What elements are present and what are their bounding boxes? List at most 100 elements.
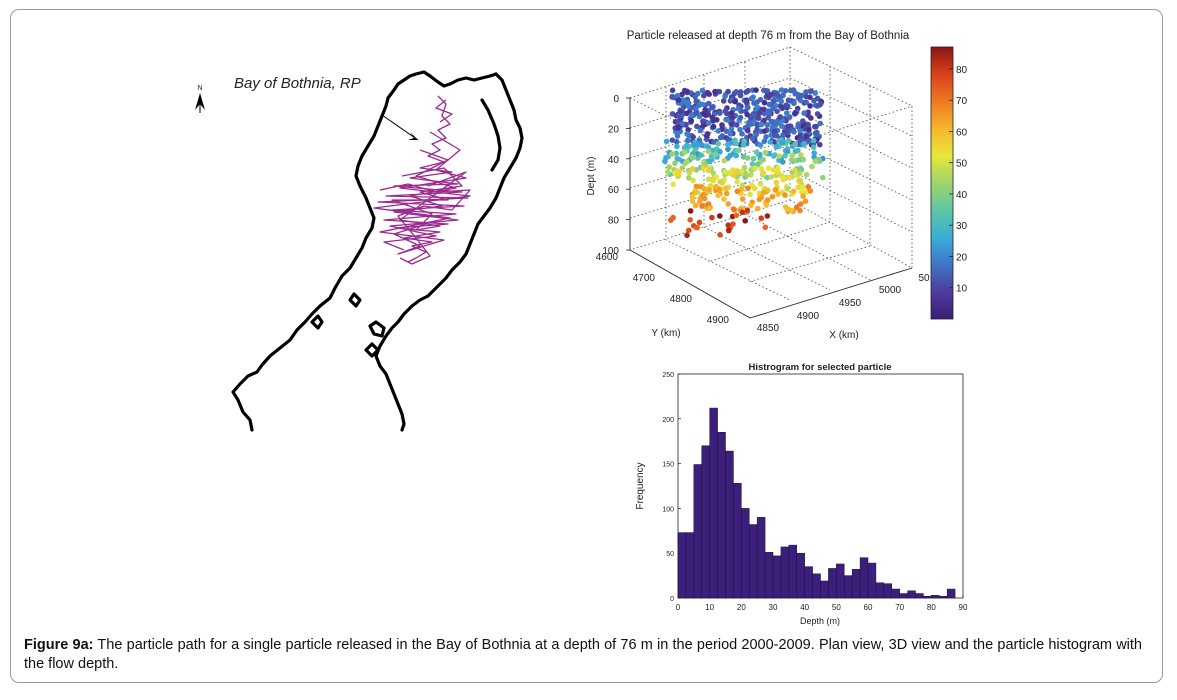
particle-point [686,169,693,176]
particle-point [726,227,732,234]
particle-point [801,110,808,116]
particle-point [710,123,717,130]
particle-point [683,142,690,149]
particle-point [739,196,746,202]
histogram-bar [907,590,916,599]
particle-point [706,186,712,193]
particle-point [711,139,717,145]
particle-point [797,207,803,214]
particle-point [740,142,747,148]
particle-point [762,224,769,231]
particle-point [808,88,814,94]
particle-point [705,100,712,107]
particle-point [694,123,700,130]
particle-point [776,153,783,159]
histogram-bar [867,562,877,599]
particle-point [807,103,813,109]
particle-point [679,91,685,98]
particle-point [802,198,809,204]
particle-point [737,89,744,95]
particle-point [792,141,799,147]
particle-point [755,115,762,121]
particle-point [792,110,798,116]
plot3d-title: Particle released at depth 76 m from the… [627,30,910,42]
histogram-bar [741,508,750,599]
particle-point [807,94,813,100]
particle-point [679,120,686,127]
particle-point [796,178,802,184]
z-tick-label: 0 [613,94,619,105]
particle-point [753,87,759,93]
particle-point [727,131,734,137]
particle-point [803,171,810,178]
3d-scatter-plot: Particle released at depth 76 m from the… [586,30,968,341]
particle-point [795,184,802,191]
particle-point [739,209,746,216]
histogram-bar [756,517,766,599]
particle-point [744,207,751,213]
particle-point [700,185,707,192]
particle-point [664,169,671,175]
particle-point [758,166,765,172]
particle-point [725,117,731,123]
particle-point [770,98,777,104]
particle-point [723,190,730,197]
histogram-bars [677,407,956,599]
particle-point [775,165,781,171]
x-tick-label: 4900 [797,311,820,322]
particle-point [796,170,803,176]
colorbar-tick-label: 20 [956,252,968,263]
particle-point [767,139,773,145]
particle-point [773,119,779,125]
particle-point [725,201,731,207]
coastline [231,70,524,432]
particle-point [744,172,750,178]
particle-point [764,213,771,219]
particle-point [812,158,819,165]
histogram-bar [946,588,956,599]
particle-point [709,214,715,221]
particle-point [709,104,715,111]
particle-point [734,188,741,195]
particle-point [808,115,814,121]
particle-point [675,123,681,130]
particle-point [756,110,763,116]
particle-point [801,142,807,148]
caption-label: Figure 9a: [24,637,94,653]
histogram-bar [844,575,853,599]
particle-point [663,155,669,161]
particle-point [734,122,740,128]
particle-point [782,192,788,198]
particle-point [749,136,756,142]
z-tick-label: 100 [602,246,619,257]
particle-point [689,112,695,118]
particle-point [758,121,765,128]
histogram-bar [733,483,742,599]
particle-point [764,197,771,204]
particle-point [790,188,797,195]
z-tick-label: 60 [608,185,620,196]
histogram-x-tick-label: 80 [927,603,936,612]
particle-point [744,111,750,118]
particle-point [814,95,821,102]
coastline-west [231,70,432,432]
particle-point [731,207,738,213]
particle-point [779,123,785,129]
x-tick-label: 50 [918,273,930,284]
particle-point [786,114,793,120]
particle-point [761,138,768,145]
histogram-bar [764,552,774,599]
coastline-east-inner [480,98,502,172]
particle-point [725,88,731,95]
particle-point [696,113,703,120]
particle-point [795,123,801,130]
z-tick-label: 80 [608,216,620,227]
particle-positions [662,87,826,239]
north-label: N [197,85,202,92]
histogram-x-tick-label: 60 [864,603,873,612]
particle-point [717,232,723,238]
particle-point [773,144,780,150]
particle-point [673,138,680,145]
particle-point [669,137,676,143]
particle-point [772,152,778,158]
